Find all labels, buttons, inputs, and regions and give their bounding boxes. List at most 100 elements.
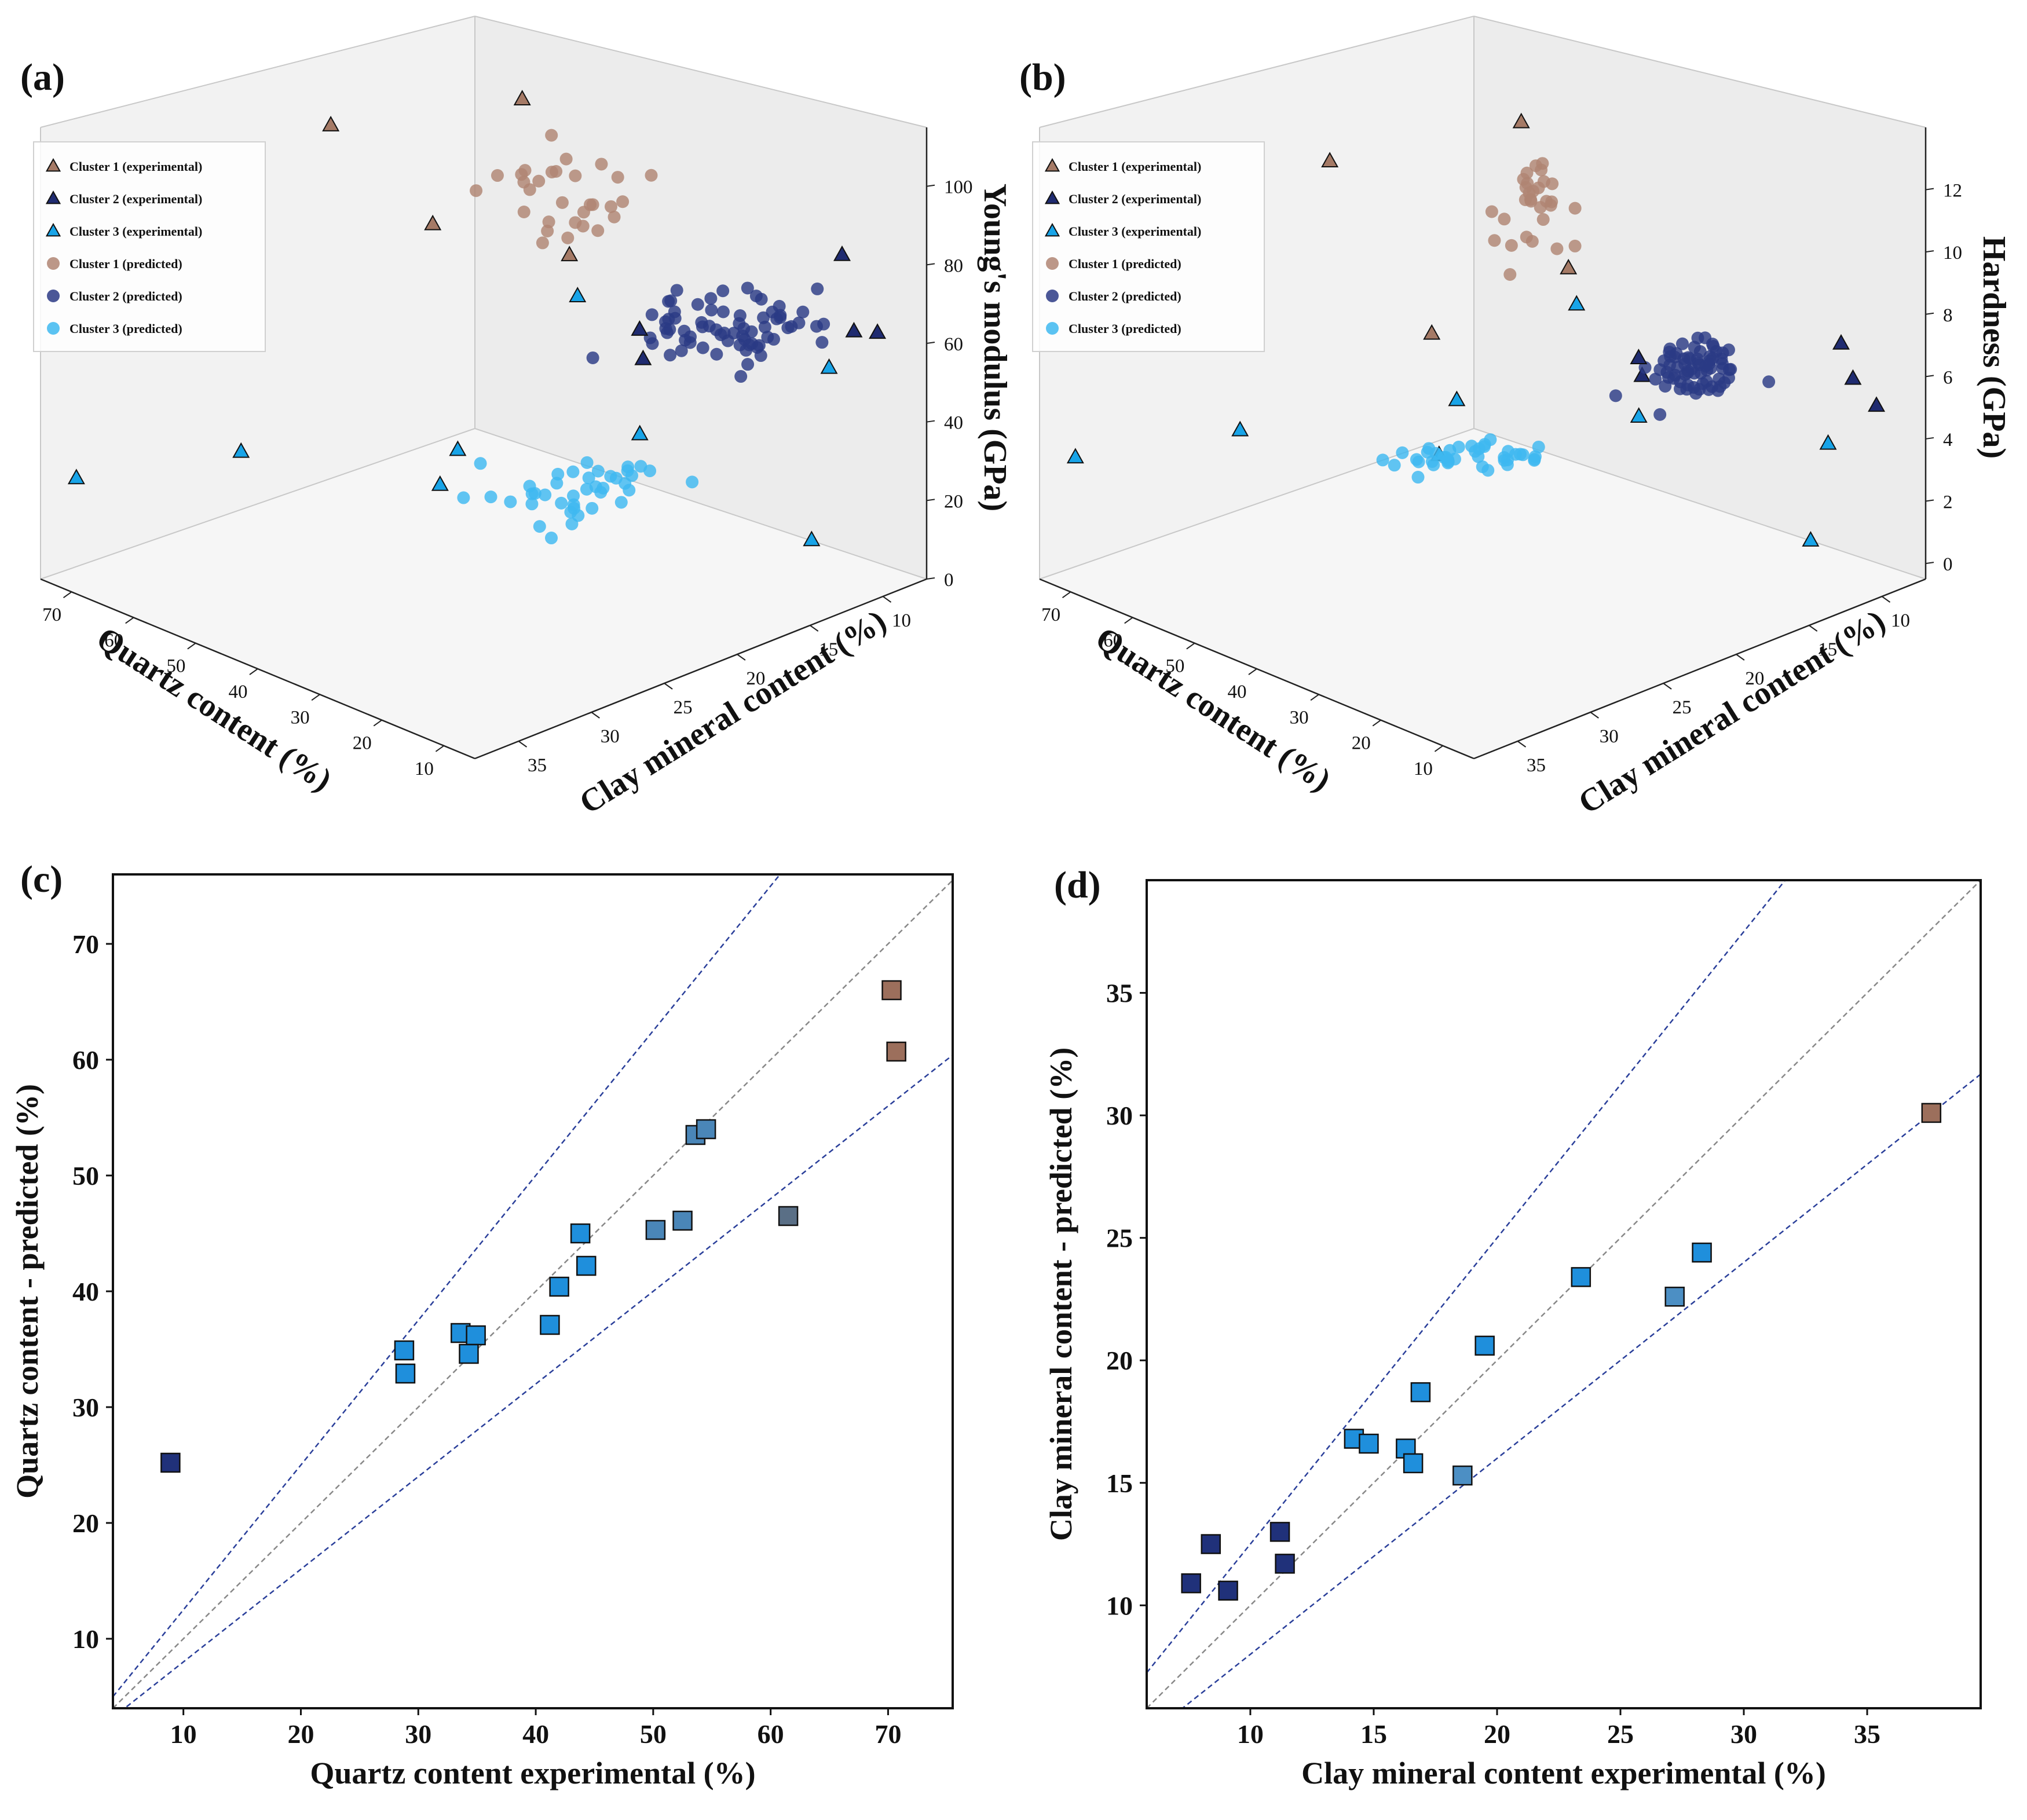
data-point-square xyxy=(394,1340,415,1361)
y-axis-title: Quartz content - predicted (%) xyxy=(10,1084,45,1499)
experimental-point xyxy=(1802,531,1820,547)
predicted-point xyxy=(536,236,549,250)
y-tick-label: 15 xyxy=(1818,639,1837,660)
predicted-point xyxy=(1674,382,1687,396)
predicted-point xyxy=(577,206,590,219)
predicted-point xyxy=(539,488,552,501)
legend-marker-triangle xyxy=(45,190,61,204)
right-wall-pane xyxy=(475,16,927,579)
predicted-point xyxy=(675,344,688,357)
data-point-square xyxy=(1664,1286,1685,1307)
predicted-point xyxy=(576,219,590,233)
reference-lines xyxy=(113,874,953,1708)
legend-label: Cluster 1 (experimental) xyxy=(69,159,202,174)
legend-label: Cluster 3 (predicted) xyxy=(1069,321,1181,336)
predicted-point xyxy=(1528,453,1541,466)
pane-edge xyxy=(40,16,475,128)
x-tick-label: 10 xyxy=(1237,1719,1264,1749)
predicted-point xyxy=(695,316,708,329)
x-tick-mark xyxy=(1372,719,1381,727)
x-tick-label: 35 xyxy=(1854,1719,1880,1749)
experimental-point xyxy=(513,90,531,105)
x-axis-title: Clay mineral content experimental (%) xyxy=(1301,1756,1826,1790)
predicted-point xyxy=(586,501,599,515)
predicted-point xyxy=(504,495,517,508)
y-tick-mark xyxy=(882,596,892,603)
x-tick-label: 60 xyxy=(1103,630,1122,651)
predicted-point xyxy=(470,184,483,197)
data-point-square xyxy=(886,1041,906,1062)
z-tick-mark xyxy=(926,184,935,187)
x-tick-label: 70 xyxy=(875,1719,901,1749)
predicted-point xyxy=(561,231,575,244)
x-tick-label: 30 xyxy=(1730,1719,1757,1749)
predicted-point xyxy=(591,224,605,237)
predicted-point xyxy=(597,481,610,495)
predicted-point xyxy=(796,305,810,318)
predicted-point xyxy=(792,316,806,329)
z-tick-label: 4 xyxy=(1943,430,1953,451)
predicted-point xyxy=(1488,234,1501,247)
predicted-point xyxy=(611,171,624,184)
predicted-point xyxy=(523,183,536,196)
predicted-point xyxy=(616,195,630,208)
predicted-point xyxy=(1550,242,1564,255)
predicted-point xyxy=(1609,389,1622,402)
x-tick-label: 70 xyxy=(1041,605,1060,625)
predicted-point xyxy=(781,321,795,335)
predicted-point xyxy=(645,308,658,321)
y-tick-mark xyxy=(1809,625,1818,632)
y-tick-label: 30 xyxy=(1106,1101,1133,1130)
predicted-point xyxy=(555,196,569,209)
z-tick-label: 40 xyxy=(944,413,963,434)
predicted-point xyxy=(1484,433,1497,446)
plot-area xyxy=(113,874,953,1708)
experimental-point xyxy=(845,321,863,338)
predicted-point xyxy=(1711,384,1725,397)
predicted-point xyxy=(696,341,709,354)
y-tick-label: 20 xyxy=(1106,1346,1133,1375)
plot-frame xyxy=(112,873,954,1709)
x-axis-title: Quartz content experimental (%) xyxy=(310,1756,755,1790)
legend-label: Cluster 2 (experimental) xyxy=(69,192,202,206)
predicted-point xyxy=(484,490,497,504)
panel-a-3d-youngs-modulus: 70605040302010101520253035020406080100Qu… xyxy=(20,16,1013,821)
predicted-point xyxy=(1534,201,1547,214)
predicted-point xyxy=(604,200,617,213)
data-point-square xyxy=(576,1255,597,1276)
x-tick-mark xyxy=(187,642,196,650)
data-point-square xyxy=(540,1314,560,1335)
predicted-point xyxy=(545,532,558,545)
y-tick-label: 50 xyxy=(72,1161,99,1191)
y-tick-label: 60 xyxy=(72,1045,99,1075)
y-tick-mark xyxy=(518,741,528,748)
experimental-point xyxy=(634,349,652,365)
pane-edge xyxy=(474,428,927,580)
predicted-point xyxy=(1568,239,1582,252)
plot-frame xyxy=(1146,879,1982,1709)
predicted-point xyxy=(559,152,573,166)
panel-label: (d) xyxy=(1054,864,1101,906)
predicted-point xyxy=(752,339,766,352)
lower-bound-line xyxy=(1181,1074,1981,1708)
experimental-point xyxy=(820,358,838,374)
panel-label: (c) xyxy=(20,858,63,900)
predicted-point xyxy=(1422,442,1436,455)
z-tick-label: 100 xyxy=(944,177,973,198)
experimental-point xyxy=(1832,334,1850,350)
legend-box xyxy=(1032,141,1265,352)
experimental-point xyxy=(424,214,442,230)
data-point-square xyxy=(1359,1433,1379,1454)
experimental-point xyxy=(1512,112,1530,129)
z-tick-mark xyxy=(1925,562,1934,565)
z-tick-label: 8 xyxy=(1943,305,1953,326)
data-point-square xyxy=(778,1206,799,1226)
y-tick-label: 25 xyxy=(1106,1224,1133,1253)
predicted-point xyxy=(815,336,829,349)
predicted-point xyxy=(1411,471,1425,484)
predicted-point xyxy=(716,305,730,318)
pane-edge xyxy=(1473,16,1926,128)
z-tick-mark xyxy=(1925,375,1934,378)
legend-marker-circle xyxy=(1046,322,1059,335)
y-axis-title: Clay mineral content - predicted (%) xyxy=(1044,1048,1078,1541)
